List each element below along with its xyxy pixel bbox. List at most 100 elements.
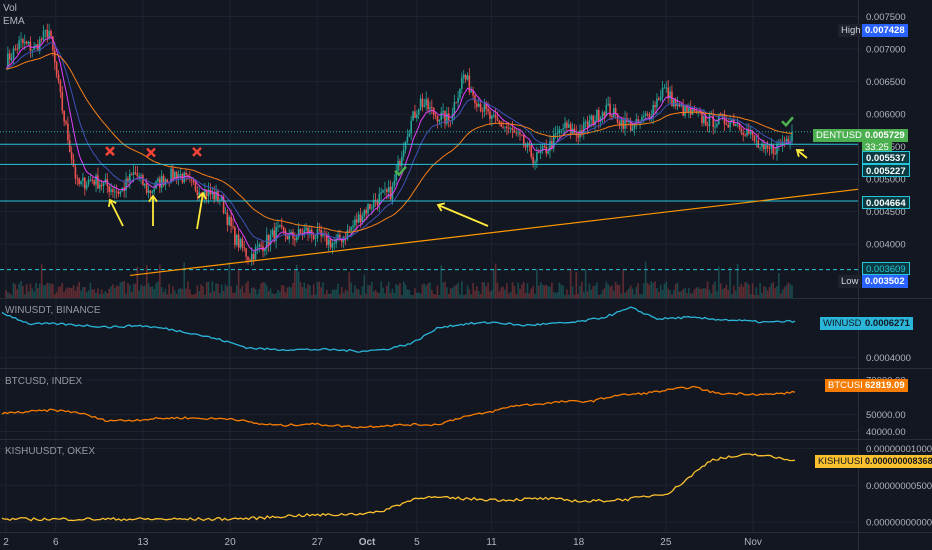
candle-body <box>476 103 478 107</box>
candle-body <box>791 131 793 142</box>
main-y-tick-label: 0.006500 <box>866 77 906 88</box>
volume-bar <box>339 294 341 298</box>
volume-bar <box>87 290 90 298</box>
annotation-arrow-head <box>107 198 117 208</box>
volume-bar <box>695 287 698 298</box>
candle-body <box>612 108 615 117</box>
volume-bar <box>597 294 600 298</box>
volume-bar <box>57 286 60 298</box>
btc-price-tag: 62819.09 <box>862 379 908 392</box>
candle-body <box>710 114 713 115</box>
candle-body <box>644 113 647 117</box>
candle-body <box>663 87 666 89</box>
volume-bar <box>440 265 443 298</box>
ema-indicator-label[interactable]: EMA <box>3 16 25 27</box>
candle-body <box>436 115 439 122</box>
kishu-y-tick-label: 0.000000010000 <box>866 444 932 455</box>
volume-bar <box>519 288 521 298</box>
candle-body <box>558 129 561 134</box>
volume-bar <box>46 282 49 298</box>
volume-bar <box>204 294 206 298</box>
volume-bar <box>517 282 519 298</box>
level-tag-3: 0.004664 <box>862 196 910 209</box>
volume-bar <box>273 294 276 298</box>
volume-bar <box>789 283 791 298</box>
win-symbol-tag: WINUSDT <box>820 317 871 330</box>
volume-bar <box>164 288 167 298</box>
volume-bar <box>277 289 279 298</box>
candle-body <box>787 138 790 143</box>
volume-bar <box>667 288 669 298</box>
candle-body <box>571 128 574 134</box>
vol-indicator-label[interactable]: Vol <box>3 3 17 14</box>
candle-body <box>744 134 746 136</box>
candle-body <box>412 111 414 121</box>
volume-bar <box>63 292 65 298</box>
volume-bar <box>252 287 255 298</box>
volume-bar <box>348 272 351 298</box>
volume-bar <box>140 284 142 298</box>
candle-body <box>18 40 20 50</box>
candle-body <box>76 178 79 180</box>
main-y-tick-label: 0.005000 <box>866 175 906 186</box>
volume-bar <box>325 289 328 298</box>
volume-bar <box>310 294 313 298</box>
volume-bar <box>718 266 720 298</box>
candle-body <box>185 172 187 175</box>
volume-bar <box>52 283 54 298</box>
candle-body <box>414 111 416 118</box>
volume-bar <box>507 293 510 298</box>
candle-body <box>207 189 210 197</box>
candle-body <box>217 191 219 202</box>
candle-body <box>596 110 598 121</box>
candle-body <box>35 44 37 46</box>
volume-bar <box>764 287 767 298</box>
volume-bar <box>340 286 343 298</box>
volume-bar <box>691 292 694 298</box>
volume-bar <box>498 291 501 298</box>
volume-bar <box>658 291 660 298</box>
candle-body <box>295 236 298 241</box>
candle-body <box>129 174 131 183</box>
volume-bar <box>455 284 458 298</box>
candle-body <box>134 172 137 174</box>
volume-bar <box>504 289 506 298</box>
volume-bar <box>749 294 752 298</box>
volume-bar <box>226 286 229 298</box>
candle-body <box>142 175 144 186</box>
candle-body <box>269 234 272 245</box>
volume-bar <box>232 292 234 298</box>
volume-bar <box>224 284 227 298</box>
volume-bar <box>327 293 330 298</box>
volume-bar <box>581 281 583 298</box>
volume-bar <box>652 283 654 298</box>
kishu-pane-title: KISHUUSDT, OKEX <box>5 446 96 457</box>
volume-bar <box>464 294 467 298</box>
volume-bar <box>145 265 148 298</box>
main-y-tick-label: 0.004500 <box>866 207 906 218</box>
volume-bar <box>219 293 221 298</box>
candle-body <box>215 191 217 200</box>
volume-bar <box>159 264 161 298</box>
volume-bar <box>31 288 34 298</box>
volume-bar <box>637 283 639 298</box>
volume-bar <box>663 283 666 298</box>
volume-bar <box>688 288 690 298</box>
candle-body <box>781 141 784 145</box>
volume-bar <box>429 282 431 298</box>
candle-body <box>61 91 64 111</box>
volume-bar <box>686 293 688 298</box>
candle-body <box>22 39 24 44</box>
candle-body <box>665 87 668 89</box>
candle-body <box>459 88 461 98</box>
volume-bar <box>344 289 347 298</box>
volume-bar <box>65 288 67 298</box>
volume-bar <box>363 274 366 298</box>
candle-body <box>427 99 429 110</box>
candle-body <box>519 132 521 135</box>
candle-body <box>637 119 639 124</box>
candle-body <box>391 186 394 200</box>
volume-bar <box>235 285 238 298</box>
volume-bar <box>611 285 613 298</box>
